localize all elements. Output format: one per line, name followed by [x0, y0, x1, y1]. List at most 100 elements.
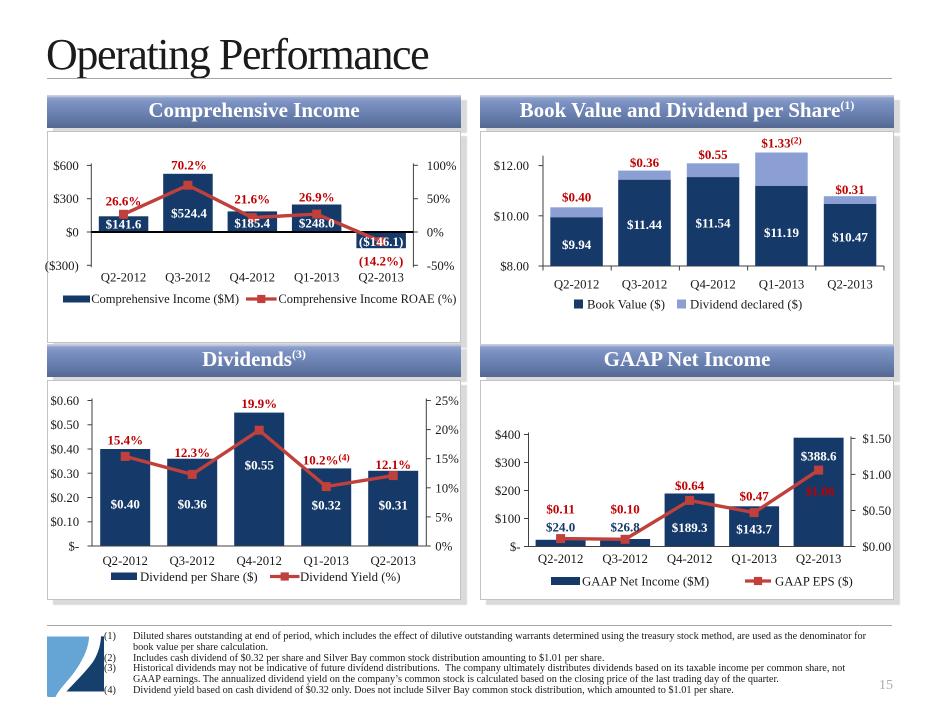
svg-text:Comprehensive Income ROAE (%): Comprehensive Income ROAE (%)	[278, 292, 456, 306]
svg-text:$400: $400	[495, 428, 521, 442]
svg-text:$143.7: $143.7	[736, 521, 772, 536]
svg-text:$11.19: $11.19	[764, 225, 800, 240]
svg-text:12.3%: 12.3%	[174, 445, 210, 460]
svg-text:10%: 10%	[435, 481, 459, 495]
svg-text:$0.47: $0.47	[739, 489, 769, 504]
svg-text:Q1-2013: Q1-2013	[294, 271, 340, 285]
svg-text:$-: $-	[69, 540, 80, 554]
svg-text:$185.4: $185.4	[234, 216, 270, 231]
svg-text:$0.55: $0.55	[698, 147, 728, 162]
svg-text:$12.00: $12.00	[494, 159, 529, 173]
svg-text:GAAP Net Income ($M): GAAP Net Income ($M)	[582, 575, 709, 589]
svg-text:Q3-2012: Q3-2012	[602, 552, 648, 566]
svg-text:19.9%: 19.9%	[241, 396, 277, 411]
svg-text:$200: $200	[495, 484, 521, 498]
svg-text:$0.60: $0.60	[50, 394, 79, 408]
svg-text:$189.3: $189.3	[672, 520, 708, 535]
svg-text:$0.10: $0.10	[610, 501, 639, 516]
svg-text:($300): ($300)	[45, 259, 79, 273]
svg-text:0%: 0%	[427, 226, 444, 240]
svg-text:Q3-2012: Q3-2012	[165, 271, 211, 285]
svg-text:Q3-2012: Q3-2012	[169, 554, 215, 568]
svg-text:$141.6: $141.6	[106, 217, 142, 232]
svg-text:$600: $600	[53, 159, 79, 173]
svg-text:Book Value ($): Book Value ($)	[587, 298, 665, 312]
svg-text:70.2%: 70.2%	[171, 157, 207, 172]
svg-text:$1.33(2): $1.33(2)	[761, 136, 801, 151]
svg-text:Dividend declared ($): Dividend declared ($)	[690, 298, 802, 312]
svg-text:$0.32: $0.32	[312, 497, 341, 512]
svg-text:$0: $0	[66, 226, 79, 240]
svg-text:Q2-2013: Q2-2013	[796, 552, 842, 566]
svg-text:Q1-2013: Q1-2013	[759, 278, 805, 292]
svg-text:$0.40: $0.40	[50, 443, 79, 457]
svg-text:$10.00: $10.00	[494, 209, 529, 223]
svg-text:Q1-2013: Q1-2013	[731, 552, 777, 566]
svg-text:$300: $300	[53, 192, 79, 206]
svg-text:Dividend Yield (%): Dividend Yield (%)	[300, 570, 400, 584]
svg-text:$0.00: $0.00	[862, 540, 891, 554]
svg-text:$9.94: $9.94	[562, 237, 592, 252]
svg-text:$11.54: $11.54	[695, 216, 731, 231]
svg-text:0%: 0%	[435, 540, 452, 554]
svg-text:$0.36: $0.36	[630, 155, 660, 170]
svg-text:Dividend per Share ($): Dividend per Share ($)	[140, 570, 258, 584]
svg-text:$11.44: $11.44	[627, 217, 663, 232]
svg-text:$248.0: $248.0	[299, 216, 335, 231]
svg-text:$0.31: $0.31	[835, 182, 864, 197]
svg-text:Q4-2012: Q4-2012	[230, 271, 275, 285]
svg-text:(14.2%): (14.2%)	[359, 253, 403, 268]
svg-text:5%: 5%	[435, 510, 452, 524]
svg-text:21.6%: 21.6%	[234, 192, 270, 207]
svg-text:15.4%: 15.4%	[107, 432, 143, 447]
svg-text:Q2-2012: Q2-2012	[538, 552, 584, 566]
svg-text:$0.30: $0.30	[50, 467, 79, 481]
svg-text:$24.0: $24.0	[546, 520, 575, 535]
svg-text:$1.50: $1.50	[862, 432, 891, 446]
svg-text:$1.00: $1.00	[862, 468, 891, 482]
svg-text:Q1-2013: Q1-2013	[303, 554, 349, 568]
svg-text:100%: 100%	[427, 159, 457, 173]
svg-text:$100: $100	[495, 512, 521, 526]
svg-text:15%: 15%	[435, 452, 459, 466]
svg-text:$0.50: $0.50	[862, 504, 891, 518]
svg-text:($146.1): ($146.1)	[359, 234, 403, 249]
svg-text:Q4-2012: Q4-2012	[667, 552, 713, 566]
svg-text:$0.40: $0.40	[111, 497, 140, 512]
svg-text:Q2-2012: Q2-2012	[554, 278, 600, 292]
svg-text:Q2-2013: Q2-2013	[827, 278, 873, 292]
svg-text:$524.4: $524.4	[171, 205, 207, 220]
svg-text:$8.00: $8.00	[500, 260, 529, 274]
svg-text:$300: $300	[495, 456, 521, 470]
svg-text:$0.64: $0.64	[675, 478, 705, 493]
svg-text:$1.06: $1.06	[805, 484, 835, 499]
svg-text:$0.20: $0.20	[50, 491, 79, 505]
svg-text:$0.50: $0.50	[50, 418, 79, 432]
svg-text:Q2-2012: Q2-2012	[102, 554, 148, 568]
svg-text:Q4-2012: Q4-2012	[690, 278, 736, 292]
svg-text:Q2-2013: Q2-2013	[370, 554, 416, 568]
svg-text:$0.36: $0.36	[178, 497, 208, 512]
svg-text:26.6%: 26.6%	[106, 194, 142, 209]
svg-text:26.9%: 26.9%	[299, 189, 335, 204]
svg-text:$0.31: $0.31	[379, 497, 408, 512]
svg-text:Comprehensive Income ($M): Comprehensive Income ($M)	[91, 292, 239, 306]
svg-text:50%: 50%	[427, 192, 451, 206]
svg-text:$-: $-	[510, 540, 521, 554]
svg-text:Q4-2012: Q4-2012	[236, 554, 282, 568]
svg-text:10.2%(4): 10.2%(4)	[303, 453, 350, 468]
svg-text:20%: 20%	[435, 423, 459, 437]
svg-text:$0.40: $0.40	[562, 190, 591, 205]
svg-text:$0.10: $0.10	[50, 515, 79, 529]
svg-text:12.1%: 12.1%	[375, 457, 411, 472]
svg-text:$0.55: $0.55	[245, 458, 275, 473]
svg-text:Q3-2012: Q3-2012	[622, 278, 668, 292]
svg-text:$10.47: $10.47	[832, 230, 868, 245]
svg-text:$26.8: $26.8	[610, 520, 640, 535]
svg-text:-50%: -50%	[427, 259, 455, 273]
svg-text:$0.11: $0.11	[546, 501, 575, 516]
svg-text:Q2-2012: Q2-2012	[101, 271, 147, 285]
svg-text:25%: 25%	[435, 394, 459, 408]
svg-text:Q2-2013: Q2-2013	[358, 271, 404, 285]
svg-text:GAAP EPS ($): GAAP EPS ($)	[775, 575, 853, 589]
